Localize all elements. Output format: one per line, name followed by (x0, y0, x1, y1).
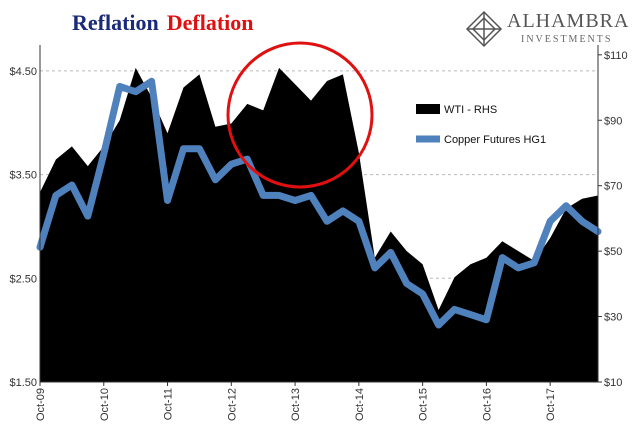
legend-label-copper: Copper Futures HG1 (444, 134, 546, 146)
x-tick-label: Oct-14 (354, 388, 366, 421)
logo-sub-text: INVESTMENTS (521, 34, 613, 45)
right-tick-label: $50 (604, 246, 622, 258)
x-tick-label: Oct-16 (481, 388, 493, 421)
chart-title: Reflation Deflation (72, 10, 254, 36)
left-tick-label: $1.50 (9, 377, 37, 389)
wti-area (40, 67, 598, 383)
title-reflation: Reflation (72, 10, 159, 35)
title-deflation: Deflation (166, 10, 254, 35)
x-tick-label: Oct-11 (163, 388, 175, 420)
highlight-circle (226, 41, 374, 189)
x-tick-label: Oct-17 (545, 388, 557, 421)
alhambra-logo: ALHAMBRA INVESTMENTS (465, 8, 635, 50)
left-axis-ticks: $1.50 $2.50 $3.50 $4.50 (9, 66, 37, 389)
right-tick-label: $110 (604, 50, 628, 62)
right-tick-label: $90 (604, 115, 622, 127)
right-tick-label: $10 (604, 377, 622, 389)
wti-series (40, 67, 598, 383)
copper-line (36, 77, 602, 329)
x-tick-label: Oct-12 (226, 388, 238, 421)
legend-label-wti: WTI - RHS (444, 104, 497, 116)
x-tick-label: Oct-15 (418, 388, 430, 421)
x-tick-label: Oct-13 (290, 388, 302, 421)
right-tick-label: $30 (604, 312, 622, 324)
right-tick-label: $70 (604, 181, 622, 193)
annotations (226, 41, 374, 189)
x-tick-label: Oct-09 (35, 388, 47, 421)
axes (39, 45, 599, 383)
left-tick-label: $2.50 (9, 273, 37, 285)
left-tick-label: $4.50 (9, 66, 37, 78)
left-tick-label: $3.50 (9, 170, 37, 182)
legend-swatch-wti (416, 104, 440, 114)
right-axis-ticks: $10 $30 $50 $70 $90 $110 (598, 50, 628, 389)
logo-brand-text: ALHAMBRA (507, 10, 630, 32)
legend: WTI - RHS Copper Futures HG1 (416, 104, 546, 146)
x-tick-label: Oct-10 (99, 388, 111, 421)
x-axis-ticks: Oct-09 Oct-10 Oct-11 Oct-12 Oct-13 Oct-14 Oct-… (35, 382, 557, 421)
diamond-lattice-icon (465, 10, 503, 48)
copper-series (36, 77, 602, 329)
